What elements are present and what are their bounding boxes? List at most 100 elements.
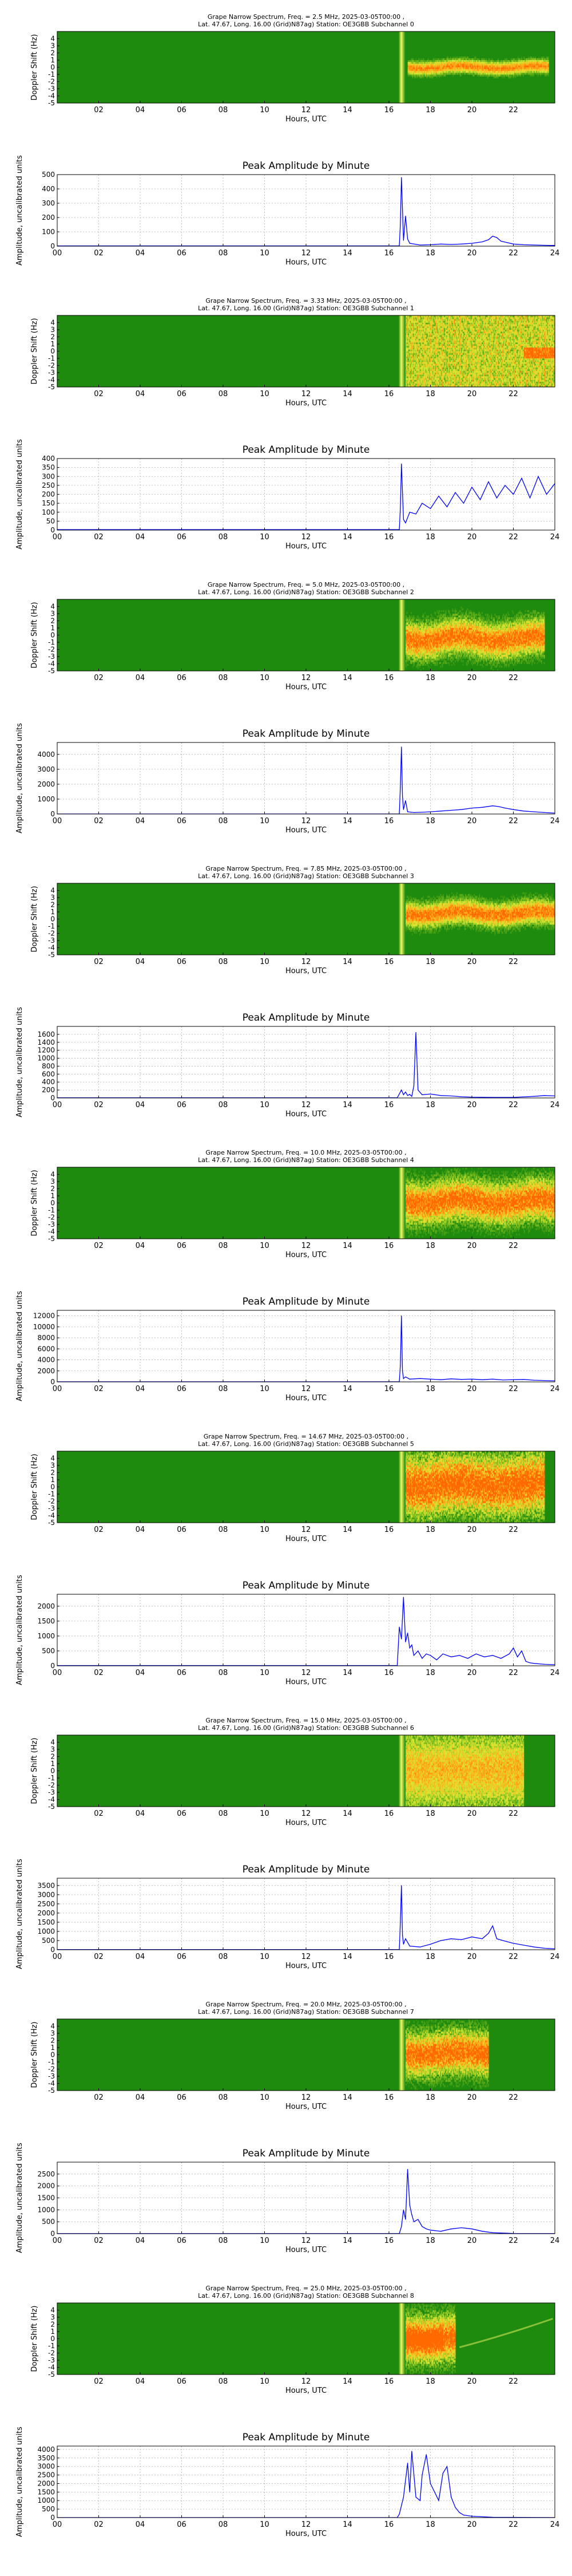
spectrogram-cell [548,69,549,72]
x-tick-label: 24 [550,249,560,258]
spectrogram-cell [489,58,490,61]
spectrogram-title-line: Grape Narrow Spectrum, Freq. = 2.5 MHz, … [208,13,404,21]
x-tick-label: 12 [301,249,311,258]
spectrogram-cell [493,60,494,62]
x-tick-label: 06 [177,106,186,114]
y-tick-label: 500 [42,171,55,179]
spectrogram-cell [548,62,549,64]
x-tick-label: 20 [467,249,477,258]
spectrogram-title-line: Lat. 47.67, Long. 16.00 (Grid)N87ag) Sta… [198,21,414,28]
spectrogram-cell [427,60,428,62]
spectrogram-cell [422,76,423,78]
spectrogram-cell [491,58,492,61]
spectrogram-cell [435,58,436,61]
x-tick-label: 10 [260,106,269,114]
spectrogram-cell [523,74,524,77]
spectrogram-cell [533,57,534,59]
y-axis-label: Amplitude, uncalibrated units [15,155,24,266]
x-tick-label: 04 [136,106,145,114]
y-tick-label: 300 [42,199,55,207]
x-tick-label: 14 [343,249,352,258]
spectrogram-cell [454,57,455,59]
spectrogram-cell [548,65,549,68]
x-tick-label: 12 [301,106,311,114]
spectrogram-cell [522,58,523,61]
spectrogram-cell [423,76,424,78]
spectrogram-cell [521,57,522,59]
spectrogram-cell [540,74,541,77]
spectrogram-cell [479,58,480,61]
spectrogram-cell [528,57,529,59]
spectrogram-cell [518,57,519,59]
spectrogram-cell [523,57,525,59]
x-tick-label: 06 [177,249,186,258]
spectrogram-cell [503,76,505,78]
spectrogram-cell [474,74,475,77]
spectrogram-cell [434,58,435,61]
spectrogram-panel: Grape Narrow Spectrum, Freq. = 2.5 MHz, … [30,13,555,124]
spectrogram-cell [475,58,476,61]
spectrogram-cell [538,57,539,59]
x-tick-label: 02 [94,249,104,258]
spectrogram-cell [498,76,499,78]
amplitude-point [544,245,545,246]
spectrogram-cell [450,57,451,59]
spectrogram-cell [432,76,434,78]
spectrogram-cell [543,57,545,59]
x-tick-label: 22 [509,249,518,258]
amplitude-title: Peak Amplitude by Minute [243,160,370,172]
y-tick-label: 0 [50,242,55,250]
x-tick-label: 20 [467,106,477,114]
spectrogram-cell [520,74,521,77]
spectrogram-cell [506,58,507,61]
amplitude-point [402,208,403,209]
x-tick-label: 10 [260,249,269,258]
amplitude-point [496,237,497,238]
spectrogram-cell [427,76,428,78]
spectrogram-cell [467,57,468,59]
y-tick-label: 400 [42,185,55,193]
spectrogram-cell [548,73,549,75]
spectrogram-cell [511,74,512,77]
spectrogram-cell [548,68,549,70]
spectrogram-cell [462,73,463,75]
spectrogram-cell [419,58,420,61]
amplitude-point [500,241,501,242]
spectrogram-cell [519,58,521,61]
spectrogram-signal [406,315,555,388]
y-tick-label: 200 [42,214,55,222]
spectrogram-cell [533,74,534,77]
y-axis-label: Doppler Shift (Hz) [30,34,39,101]
spectrogram-cell [420,58,422,61]
spectrogram-cell [511,76,512,78]
spectrogram-cell [417,76,418,78]
spectrogram-cell [464,73,466,75]
x-tick-label: 04 [136,249,145,258]
spectrogram-cell [440,58,442,61]
y-tick-label: 100 [42,228,55,236]
spectrogram-cell [511,58,512,61]
spectrogram-cell [423,58,424,61]
x-tick-label: 16 [384,106,394,114]
x-tick-label: 16 [384,249,394,258]
spectrogram-cell [534,73,535,75]
spectrogram-cell [464,57,466,59]
x-tick-label: 02 [94,106,104,114]
spectrogram-cell [475,57,476,59]
amplitude-point [523,244,524,245]
spectrogram-cell [427,58,428,61]
spectrogram-cell [444,58,445,61]
spectrogram-cell [445,74,446,77]
x-axis-label: Hours, UTC [285,115,327,124]
spectrogram-title-line: Grape Narrow Spectrum, Freq. = 3.33 MHz,… [205,297,406,305]
x-tick-label: 22 [509,106,518,114]
spectrogram-cell [548,57,549,59]
spectrogram-cell [513,76,514,78]
spectrogram-cell [439,76,440,78]
spectrogram-cell [442,74,443,77]
spectrogram-cell [515,76,516,78]
onset-band [399,31,406,103]
spectrogram-cell [412,76,413,78]
spectrogram-cell [484,58,485,61]
